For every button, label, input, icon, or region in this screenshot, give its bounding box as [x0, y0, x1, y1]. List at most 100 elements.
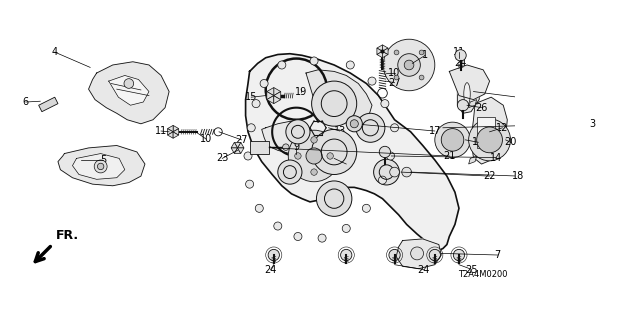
Polygon shape: [38, 97, 58, 112]
Circle shape: [383, 39, 435, 91]
Circle shape: [374, 159, 399, 185]
Circle shape: [404, 60, 414, 70]
Circle shape: [398, 54, 420, 76]
Polygon shape: [234, 142, 241, 148]
Bar: [250, 141, 269, 154]
Circle shape: [455, 50, 466, 61]
Text: 17: 17: [429, 126, 441, 136]
Text: 14: 14: [490, 153, 502, 163]
Circle shape: [441, 129, 464, 151]
Circle shape: [340, 249, 352, 261]
Text: 3: 3: [589, 119, 596, 129]
Polygon shape: [237, 148, 244, 154]
Circle shape: [390, 167, 399, 177]
Bar: [477, 117, 495, 148]
Polygon shape: [237, 142, 244, 148]
Polygon shape: [58, 146, 145, 186]
Circle shape: [350, 120, 358, 128]
Text: 9: 9: [293, 142, 300, 152]
Circle shape: [468, 119, 511, 161]
Circle shape: [311, 169, 317, 175]
Circle shape: [286, 120, 310, 144]
Circle shape: [288, 130, 340, 182]
Circle shape: [346, 116, 362, 132]
Polygon shape: [468, 156, 477, 164]
Polygon shape: [306, 70, 372, 124]
Circle shape: [327, 153, 333, 159]
Text: 24: 24: [264, 265, 276, 275]
Text: 18: 18: [513, 171, 525, 181]
Text: 23: 23: [216, 153, 228, 164]
Circle shape: [246, 180, 253, 188]
Polygon shape: [173, 129, 179, 135]
Text: 11: 11: [453, 47, 465, 57]
Polygon shape: [377, 45, 383, 51]
Circle shape: [310, 57, 318, 65]
Polygon shape: [246, 54, 459, 250]
Circle shape: [356, 113, 385, 142]
Polygon shape: [274, 88, 281, 96]
Circle shape: [306, 148, 322, 164]
Circle shape: [294, 153, 301, 159]
Text: 16: 16: [472, 137, 484, 147]
Polygon shape: [471, 97, 508, 164]
Circle shape: [278, 160, 302, 184]
Polygon shape: [267, 92, 274, 100]
Polygon shape: [377, 51, 383, 58]
Polygon shape: [109, 76, 149, 105]
Text: 22: 22: [483, 171, 496, 181]
Circle shape: [394, 50, 399, 55]
Polygon shape: [88, 62, 169, 124]
Text: FR.: FR.: [56, 229, 79, 242]
Text: 10: 10: [200, 134, 212, 144]
Circle shape: [312, 81, 356, 126]
Circle shape: [389, 249, 400, 261]
Circle shape: [402, 167, 412, 177]
Text: 7: 7: [495, 250, 500, 260]
Text: 5: 5: [100, 155, 106, 165]
Polygon shape: [231, 148, 237, 154]
Polygon shape: [173, 125, 179, 132]
Polygon shape: [458, 76, 481, 113]
Circle shape: [380, 146, 390, 157]
Text: 4: 4: [52, 47, 58, 57]
Circle shape: [368, 77, 376, 85]
Circle shape: [342, 224, 350, 232]
Circle shape: [378, 176, 387, 184]
Circle shape: [435, 122, 470, 157]
Circle shape: [316, 181, 352, 216]
Polygon shape: [274, 96, 281, 104]
Polygon shape: [468, 100, 477, 108]
Circle shape: [458, 100, 468, 111]
Ellipse shape: [464, 83, 470, 105]
Circle shape: [247, 124, 255, 132]
Polygon shape: [377, 48, 383, 54]
Polygon shape: [267, 88, 274, 96]
Text: 1: 1: [422, 50, 428, 60]
Circle shape: [453, 249, 465, 261]
Polygon shape: [168, 132, 173, 138]
Circle shape: [346, 61, 355, 69]
Text: 21: 21: [443, 151, 456, 161]
Circle shape: [283, 144, 289, 150]
Polygon shape: [383, 51, 388, 58]
Polygon shape: [383, 45, 388, 51]
Polygon shape: [168, 129, 173, 135]
Polygon shape: [396, 239, 441, 269]
Text: 20: 20: [504, 137, 516, 147]
Text: T2A4M0200: T2A4M0200: [458, 270, 508, 279]
Text: 13: 13: [333, 126, 346, 136]
Circle shape: [318, 234, 326, 242]
Circle shape: [429, 249, 440, 261]
Circle shape: [419, 75, 424, 80]
Text: 25: 25: [466, 265, 478, 275]
Text: 19: 19: [295, 87, 307, 97]
Circle shape: [274, 222, 282, 230]
Circle shape: [294, 232, 302, 241]
Circle shape: [477, 127, 502, 153]
Polygon shape: [383, 48, 388, 54]
Circle shape: [312, 129, 356, 174]
Circle shape: [394, 75, 399, 80]
Text: 2: 2: [343, 159, 349, 169]
Polygon shape: [173, 132, 179, 138]
